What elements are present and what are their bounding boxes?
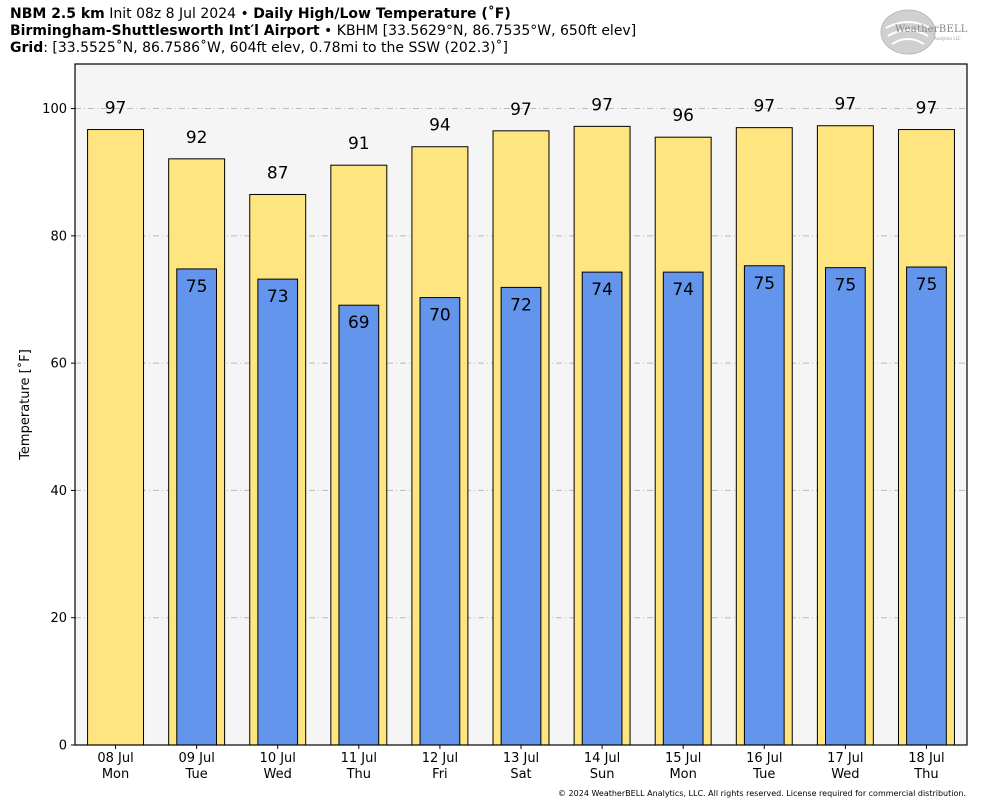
x-tick-date: 09 Jul (178, 751, 214, 766)
init-time: Init 08z 8 Jul 2024 (109, 6, 237, 22)
x-tick-weekday: Fri (432, 767, 448, 782)
low-temp-bar (338, 304, 380, 746)
x-tick-weekday: Thu (346, 767, 371, 782)
station-info: KBHM [33.5629°N, 86.7535°W, 650ft elev] (336, 23, 637, 39)
high-temp-label: 97 (835, 95, 857, 115)
low-temp-label: 75 (753, 274, 775, 294)
high-temp-label: 92 (186, 128, 208, 148)
high-temp-label: 96 (672, 106, 694, 126)
product-title: Daily High/Low Temperature (˚F) (253, 6, 511, 22)
x-tick-weekday: Mon (102, 767, 129, 782)
high-temp-label: 87 (267, 163, 289, 183)
x-tick-weekday: Wed (831, 767, 859, 782)
low-temp-label: 75 (916, 275, 938, 295)
logo-subtext: Analytics LLC (934, 36, 961, 41)
grid-info: : [33.5525˚N, 86.7586˚W, 604ft elev, 0.7… (43, 40, 509, 56)
y-tick-label: 60 (50, 357, 67, 372)
low-temp-label: 70 (429, 306, 451, 326)
low-temp-label: 74 (591, 280, 613, 300)
y-tick-label: 40 (50, 484, 67, 499)
low-temp-bar (906, 266, 947, 746)
x-tick-weekday: Sun (590, 767, 615, 782)
plot-frame (74, 63, 968, 746)
high-temp-label: 94 (429, 116, 451, 136)
logo-text: WeatherBELL (895, 24, 968, 35)
low-temp-bar (419, 297, 461, 746)
title-line-2: Birmingham-Shuttlesworth Int′l Airport •… (10, 23, 636, 40)
title-line-3: Grid: [33.5525˚N, 86.7586˚W, 604ft elev,… (10, 40, 508, 57)
high-temp-label: 97 (591, 95, 613, 115)
grid-label: Grid (10, 40, 44, 56)
low-temp-label: 75 (186, 277, 208, 297)
x-tick-date: 18 Jul (908, 751, 944, 766)
x-tick-date: 12 Jul (422, 751, 458, 766)
x-tick-date: 17 Jul (827, 751, 863, 766)
x-tick-weekday: Tue (185, 767, 208, 782)
bullet: • (324, 23, 333, 39)
weatherbell-logo (880, 9, 936, 55)
low-temp-bar (581, 271, 623, 746)
low-temp-label: 75 (835, 276, 857, 296)
high-temp-label: 91 (348, 134, 370, 154)
x-tick-date: 11 Jul (341, 751, 377, 766)
copyright-footer: © 2024 WeatherBELL Analytics, LLC. All r… (558, 789, 966, 798)
y-axis-label: Temperature [˚F] (17, 349, 33, 461)
high-temp-bar (87, 129, 145, 746)
high-temp-label: 97 (510, 100, 532, 120)
high-temp-label: 97 (753, 97, 775, 117)
low-temp-label: 72 (510, 295, 532, 315)
low-temp-bar (824, 267, 866, 746)
low-temp-label: 69 (348, 313, 370, 333)
low-temp-bar (500, 286, 542, 746)
y-tick-label: 80 (50, 229, 67, 244)
model-name: NBM 2.5 km (10, 6, 105, 22)
x-tick-weekday: Sat (510, 767, 531, 782)
x-tick-weekday: Thu (913, 767, 938, 782)
bullet: • (240, 6, 249, 22)
x-tick-date: 15 Jul (665, 751, 701, 766)
x-tick-weekday: Wed (264, 767, 292, 782)
x-tick-weekday: Tue (752, 767, 775, 782)
low-temp-label: 73 (267, 287, 289, 307)
station-name: Birmingham-Shuttlesworth Int′l Airport (10, 23, 320, 39)
y-tick-label: 0 (59, 739, 67, 754)
x-tick-date: 14 Jul (584, 751, 620, 766)
high-temp-label: 97 (916, 99, 938, 119)
low-temp-label: 74 (672, 280, 694, 300)
low-temp-bar (257, 278, 299, 746)
low-temp-bar (176, 268, 218, 746)
x-tick-date: 16 Jul (746, 751, 782, 766)
x-tick-weekday: Mon (669, 767, 696, 782)
x-tick-date: 08 Jul (97, 751, 133, 766)
x-tick-date: 10 Jul (260, 751, 296, 766)
y-tick-label: 20 (50, 611, 67, 626)
low-temp-bar (743, 265, 785, 746)
y-tick-label: 100 (42, 102, 67, 117)
low-temp-bar (662, 271, 704, 746)
title-line-1: NBM 2.5 km Init 08z 8 Jul 2024 • Daily H… (10, 6, 511, 23)
high-temp-label: 97 (105, 99, 127, 119)
x-tick-date: 13 Jul (503, 751, 539, 766)
